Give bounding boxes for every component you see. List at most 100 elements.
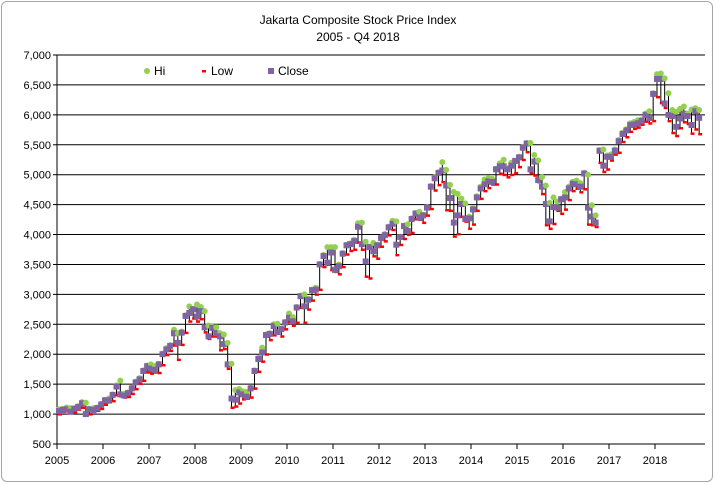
- hi-marker: [592, 212, 599, 219]
- close-marker: [343, 242, 350, 249]
- x-tick-label: 2007: [137, 455, 161, 467]
- close-marker: [82, 411, 89, 418]
- legend-hi-icon: [144, 68, 150, 74]
- close-marker: [669, 113, 676, 120]
- low-marker: [548, 227, 553, 231]
- low-marker: [146, 371, 151, 374]
- close-marker: [592, 219, 599, 226]
- close-marker: [531, 158, 538, 165]
- close-marker: [588, 213, 595, 220]
- low-marker: [502, 173, 507, 177]
- low-marker: [380, 245, 384, 249]
- close-marker: [224, 361, 231, 368]
- hi-marker: [358, 219, 365, 226]
- low-marker: [157, 371, 162, 375]
- low-marker: [483, 189, 488, 193]
- close-marker: [381, 232, 388, 239]
- low-marker: [134, 387, 139, 391]
- close-marker: [389, 220, 396, 227]
- close-marker: [427, 183, 434, 190]
- close-marker: [289, 318, 296, 325]
- close-marker: [615, 138, 622, 145]
- x-tick-label: 2010: [275, 455, 299, 467]
- low-marker: [690, 132, 695, 135]
- close-marker: [654, 75, 660, 82]
- close-marker: [489, 178, 496, 185]
- close-marker: [109, 391, 116, 398]
- low-marker: [372, 255, 377, 258]
- y-tick-label: 4,500: [23, 200, 51, 212]
- close-marker: [266, 330, 273, 337]
- low-marker: [552, 222, 557, 226]
- close-marker: [542, 201, 549, 208]
- close-marker: [228, 395, 235, 402]
- hi-marker: [82, 399, 89, 406]
- close-marker: [332, 266, 338, 273]
- hi-marker: [404, 221, 411, 228]
- close-marker: [167, 342, 174, 349]
- low-marker: [652, 119, 657, 123]
- close-marker: [539, 183, 545, 190]
- close-marker: [401, 223, 407, 230]
- legend-low-icon: [202, 70, 206, 73]
- close-marker: [696, 114, 703, 121]
- low-marker: [150, 372, 154, 375]
- close-marker: [339, 250, 346, 257]
- close-marker: [159, 351, 166, 358]
- close-marker: [692, 108, 699, 115]
- low-marker: [341, 265, 346, 269]
- y-tick-label: 5,000: [23, 170, 51, 182]
- close-marker: [504, 166, 511, 173]
- low-marker: [633, 127, 637, 131]
- hi-marker: [301, 291, 308, 298]
- hi-marker: [585, 171, 591, 178]
- close-marker: [59, 406, 66, 413]
- close-marker: [450, 219, 457, 226]
- close-marker: [596, 147, 603, 154]
- close-marker: [201, 324, 208, 331]
- close-marker: [240, 391, 246, 398]
- close-marker: [370, 248, 377, 255]
- low-marker: [100, 407, 105, 411]
- low-marker: [567, 198, 572, 202]
- y-tick-label: 3,000: [23, 289, 51, 301]
- close-marker: [148, 365, 154, 372]
- hi-marker: [531, 151, 538, 158]
- y-tick-label: 1,000: [23, 409, 51, 421]
- low-marker: [648, 122, 653, 125]
- close-marker: [397, 233, 404, 240]
- low-marker: [571, 189, 576, 193]
- close-marker: [205, 333, 212, 340]
- y-tick-label: 3,500: [23, 259, 51, 271]
- low-marker: [203, 331, 208, 334]
- low-marker: [81, 406, 85, 409]
- hi-marker: [259, 344, 266, 351]
- low-marker: [391, 228, 396, 232]
- low-marker: [495, 183, 499, 186]
- low-marker: [88, 413, 93, 416]
- close-marker: [286, 314, 292, 321]
- low-marker: [587, 223, 591, 226]
- x-tick-label: 2018: [643, 455, 667, 467]
- low-marker: [303, 321, 308, 325]
- close-marker: [136, 376, 143, 383]
- low-marker: [268, 338, 273, 342]
- low-marker: [456, 232, 461, 236]
- close-marker: [688, 122, 695, 129]
- chart-title: Jakarta Composite Stock Price Index: [260, 13, 457, 27]
- close-marker: [493, 166, 499, 173]
- close-marker: [573, 181, 580, 188]
- hi-marker: [657, 70, 664, 77]
- low-marker: [280, 335, 285, 338]
- close-marker: [182, 312, 189, 319]
- low-marker: [544, 223, 549, 227]
- low-marker: [257, 370, 262, 374]
- hi-marker: [228, 360, 235, 367]
- chart-subtitle: 2005 - Q4 2018: [316, 30, 400, 44]
- close-marker: [56, 408, 62, 415]
- low-marker: [383, 240, 388, 243]
- close-marker: [301, 303, 308, 310]
- close-marker: [665, 111, 672, 118]
- hi-marker: [462, 200, 469, 207]
- hi-marker: [458, 195, 465, 202]
